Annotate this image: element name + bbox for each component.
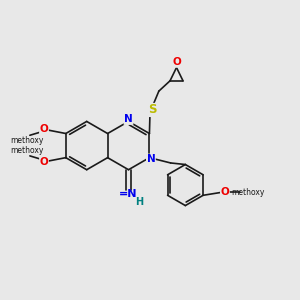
Text: O: O	[220, 187, 229, 197]
Text: methoxy: methoxy	[10, 136, 44, 145]
Text: O: O	[172, 57, 181, 67]
Text: N: N	[124, 114, 133, 124]
Text: S: S	[148, 103, 157, 116]
Text: O: O	[40, 157, 48, 167]
Text: methoxy: methoxy	[231, 188, 265, 197]
Text: H: H	[135, 197, 143, 207]
Text: methoxy: methoxy	[10, 146, 44, 155]
Text: =N: =N	[119, 189, 138, 199]
Text: N: N	[146, 154, 155, 164]
Text: O: O	[40, 124, 48, 134]
